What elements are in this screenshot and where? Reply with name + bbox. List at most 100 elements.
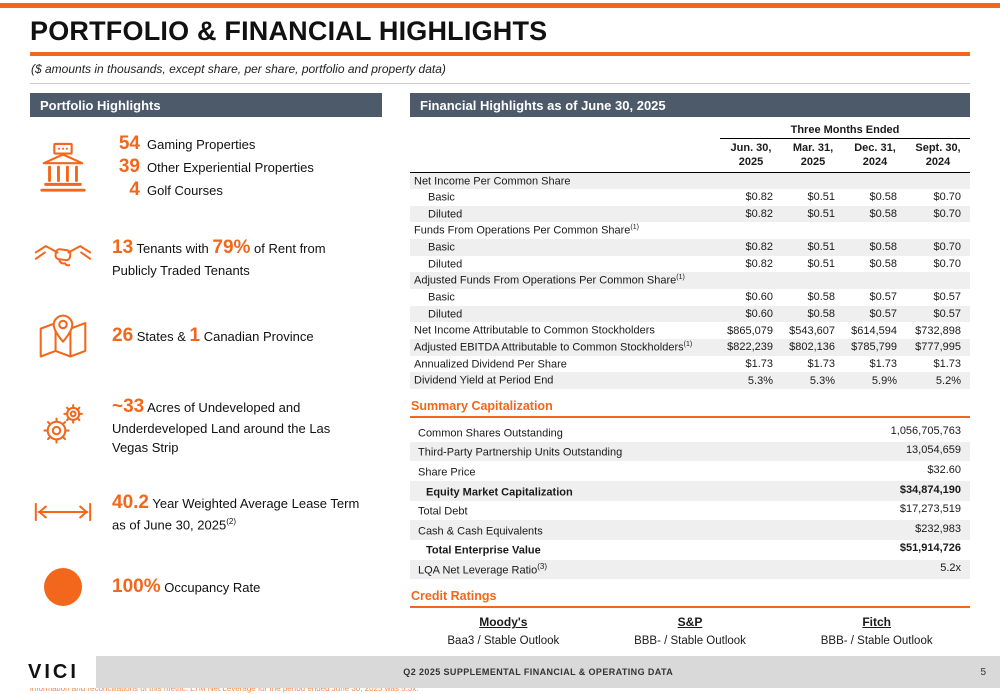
row-label: Basic <box>428 191 455 204</box>
cell: $732,898 <box>915 324 961 337</box>
stat-label: Golf Courses <box>147 183 223 198</box>
cell: $0.58 <box>869 208 897 221</box>
cell: $822,239 <box>727 341 773 354</box>
stat-line: 54 Gaming Properties <box>112 133 314 156</box>
cap-row: Equity Market Capitalization $34,874,190 <box>410 481 970 501</box>
table-row: Net Income Per Common Share <box>410 172 970 190</box>
stat-line: 4 Golf Courses <box>112 179 314 202</box>
cap-label: LQA Net Leverage Ratio(3) <box>418 562 548 577</box>
row-label: Diluted <box>428 258 463 271</box>
portfolio-panel-header: Portfolio Highlights <box>30 93 382 117</box>
stat-value: 100% <box>112 575 161 597</box>
cap-label: Equity Market Capitalization <box>426 486 573 499</box>
table-row: Basic $0.82 $0.51 $0.58 $0.70 <box>410 189 970 206</box>
column-header-row: Jun. 30, 2025 Mar. 31, 2025 Dec. 31, 202… <box>410 138 970 173</box>
stat-label: Gaming Properties <box>147 137 256 152</box>
table-row: Annualized Dividend Per Share $1.73 $1.7… <box>410 356 970 373</box>
cap-row: LQA Net Leverage Ratio(3) 5.2x <box>410 559 970 580</box>
gears-icon <box>30 401 96 449</box>
cap-label: Third-Party Partnership Units Outstandin… <box>418 446 623 459</box>
financial-panel: Financial Highlights as of June 30, 2025… <box>410 93 970 647</box>
properties-stats: 54 Gaming Properties 39 Other Experiential… <box>112 133 314 202</box>
column-header: Mar. 31, 2025 <box>782 138 844 173</box>
title-underline <box>30 52 970 56</box>
row-label: Basic <box>428 291 455 304</box>
agency-rating: Baa3 / Stable Outlook <box>447 635 560 648</box>
cap-value: 1,056,705,763 <box>890 424 961 437</box>
stat-label: States & <box>133 329 190 345</box>
row-label: Net Income Attributable to Common Stockh… <box>414 325 655 338</box>
table-row: Net Income Attributable to Common Stockh… <box>410 322 970 339</box>
table-row: Diluted $0.82 $0.51 $0.58 $0.70 <box>410 205 970 223</box>
footnote-ref: (2) <box>226 517 236 527</box>
cell <box>782 172 844 189</box>
cap-row: Total Debt $17,273,519 <box>410 501 970 521</box>
cell: $0.58 <box>869 191 897 204</box>
summary-capitalization-heading: Summary Capitalization <box>410 397 970 419</box>
circle-icon <box>30 567 96 606</box>
stat-label: Year Weighted Average Lease Term as of J… <box>112 495 360 533</box>
row-label: Annualized Dividend Per Share <box>414 358 567 371</box>
cap-label: Cash & Cash Equivalents <box>418 525 543 538</box>
table-row: Adjusted Funds From Operations Per Commo… <box>410 272 970 290</box>
table-row: Adjusted EBITDA Attributable to Common S… <box>410 339 970 356</box>
cap-value: $51,914,726 <box>899 542 961 555</box>
double-arrow-icon <box>30 501 96 523</box>
cell <box>906 172 970 189</box>
table-row: Basic $0.60 $0.58 $0.57 $0.57 <box>410 289 970 306</box>
cap-value: $34,874,190 <box>899 483 961 496</box>
cell: $802,136 <box>789 341 835 354</box>
stat-value: 13 <box>112 237 134 258</box>
cell: $0.58 <box>807 308 835 321</box>
portfolio-item-tenants: 13 Tenants with 79% of Rent from Publicl… <box>30 235 382 280</box>
table-row: Diluted $0.82 $0.51 $0.58 $0.70 <box>410 256 970 273</box>
cell: $0.70 <box>933 191 961 204</box>
stat-label: Tenants with <box>133 241 213 256</box>
agency-name: S&P <box>677 615 703 630</box>
cell: $1.73 <box>869 358 897 371</box>
cell: $0.60 <box>745 291 773 304</box>
page-title: PORTFOLIO & FINANCIAL HIGHLIGHTS <box>30 16 548 46</box>
cell <box>906 222 970 239</box>
handshake-icon <box>30 238 96 276</box>
cell <box>782 222 844 239</box>
agency-name: Moody's <box>479 615 528 630</box>
cell <box>782 272 844 289</box>
map-pin-icon <box>30 313 96 361</box>
page-subtitle: ($ amounts in thousands, except share, p… <box>31 62 446 76</box>
stat-label: Acres of Undeveloped and Underdeveloped … <box>112 399 331 455</box>
agency-rating: BBB- / Stable Outlook <box>820 635 933 648</box>
row-label: Funds From Operations Per Common Share(1… <box>414 224 639 238</box>
cap-row: Cash & Cash Equivalents $232,983 <box>410 520 970 540</box>
land-stat: ~33 Acres of Undeveloped and Underdevelo… <box>112 394 370 457</box>
stat-value: 54 <box>118 133 140 154</box>
cell: $0.82 <box>745 241 773 254</box>
cell: $0.82 <box>745 191 773 204</box>
cell: $0.51 <box>807 258 835 271</box>
cell <box>844 272 906 289</box>
cell <box>906 272 970 289</box>
cell <box>844 172 906 189</box>
logo-block: VICI <box>0 656 96 688</box>
portfolio-item-states: 26 States & 1 Canadian Province <box>30 313 382 361</box>
cell: $1.73 <box>933 358 961 371</box>
cell: $777,995 <box>915 341 961 354</box>
stat-value: 40.2 <box>112 491 149 513</box>
cell: $0.58 <box>869 241 897 254</box>
cell: $0.51 <box>807 241 835 254</box>
cap-label: Total Debt <box>418 505 468 518</box>
tenants-stat: 13 Tenants with 79% of Rent from Publicl… <box>112 235 370 280</box>
row-label: Adjusted EBITDA Attributable to Common S… <box>414 341 693 354</box>
lease-term-stat: 40.2 Year Weighted Average Lease Term as… <box>112 490 370 535</box>
portfolio-item-properties: 54 Gaming Properties 39 Other Experiential… <box>30 133 382 202</box>
agency-rating: BBB- / Stable Outlook <box>634 635 746 648</box>
cell: 5.2% <box>935 374 961 387</box>
cell: $0.51 <box>807 191 835 204</box>
top-accent-bar <box>0 3 1000 8</box>
row-label: Net Income Per Common Share <box>414 175 571 188</box>
cell: $865,079 <box>727 324 773 337</box>
table-row: Diluted $0.60 $0.58 $0.57 $0.57 <box>410 305 970 323</box>
footer-bar: VICI Q2 2025 SUPPLEMENTAL FINANCIAL & OP… <box>0 656 1000 688</box>
financial-table: Three Months Ended Jun. 30, 2025 Mar. 31… <box>410 122 970 390</box>
column-header: Jun. 30, 2025 <box>720 138 782 173</box>
